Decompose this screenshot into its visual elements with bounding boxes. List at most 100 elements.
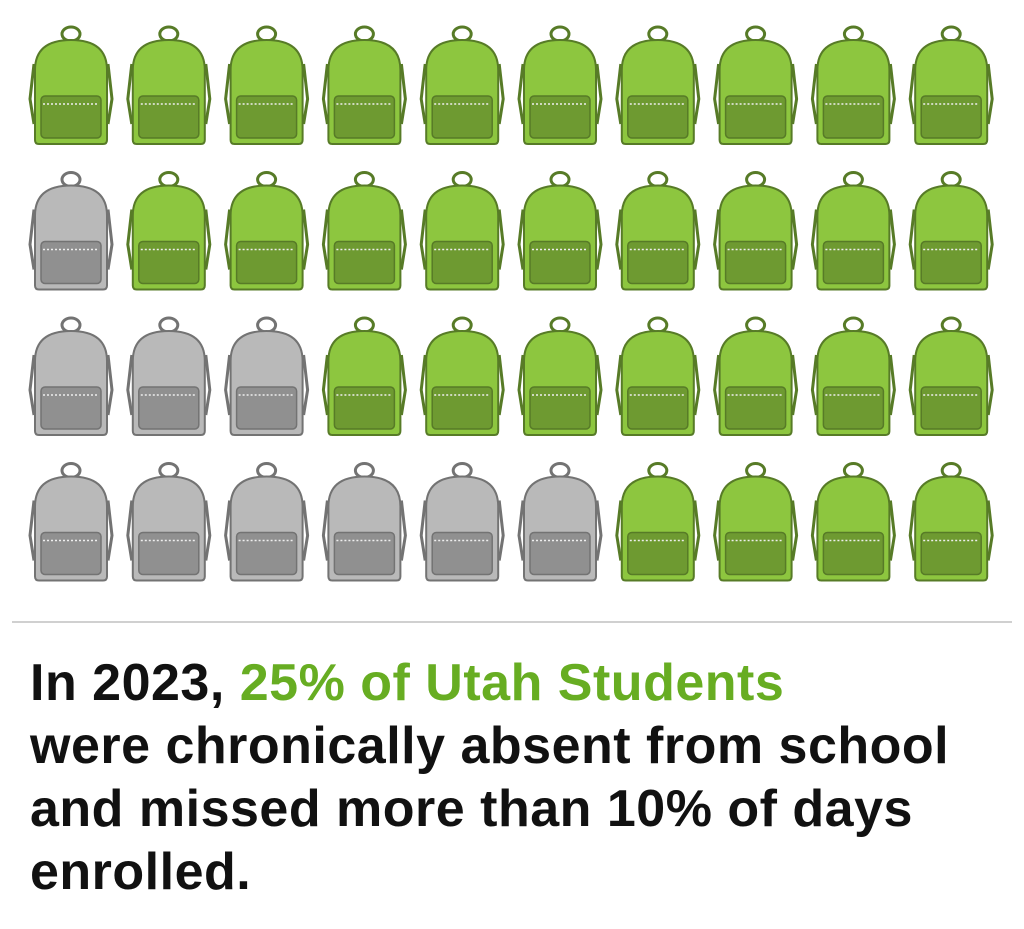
strap: [224, 500, 232, 561]
handle: [549, 462, 571, 479]
strap: [302, 354, 310, 416]
strap: [791, 500, 799, 561]
handle: [842, 25, 864, 43]
strap: [126, 209, 134, 270]
backpack: [517, 25, 603, 145]
strap: [126, 63, 134, 125]
strap: [106, 63, 114, 125]
strap: [302, 209, 310, 270]
strap: [595, 209, 603, 270]
strap: [126, 500, 134, 561]
backpack: [908, 462, 994, 582]
pocket: [822, 531, 885, 576]
backpack: [517, 462, 603, 582]
strap: [321, 63, 329, 125]
handle: [647, 171, 669, 188]
handle: [549, 25, 571, 43]
backpack: [126, 25, 212, 145]
handle: [353, 462, 375, 479]
handle: [940, 25, 962, 43]
strap: [810, 63, 818, 125]
strap: [204, 500, 212, 561]
backpack: [615, 25, 701, 145]
backpack: [126, 171, 212, 291]
pocket: [235, 240, 298, 285]
strap: [693, 500, 701, 561]
strap: [399, 500, 407, 561]
strap: [126, 354, 134, 416]
backpack: [713, 171, 799, 291]
pocket: [333, 531, 396, 576]
backpack: [908, 316, 994, 436]
handle: [353, 316, 375, 334]
divider: [12, 621, 1012, 623]
backpack: [517, 316, 603, 436]
strap: [713, 209, 721, 270]
handle: [256, 25, 278, 43]
strap: [615, 500, 623, 561]
strap: [908, 500, 916, 561]
strap: [615, 63, 623, 125]
strap: [497, 63, 505, 125]
backpack: [517, 171, 603, 291]
strap: [399, 209, 407, 270]
handle: [647, 462, 669, 479]
strap: [419, 500, 427, 561]
strap: [791, 63, 799, 125]
strap: [106, 500, 114, 561]
strap: [321, 354, 329, 416]
pocket: [40, 240, 102, 285]
handle: [745, 25, 767, 43]
strap: [595, 500, 603, 561]
strap: [908, 354, 916, 416]
handle: [842, 316, 864, 334]
pocket: [920, 531, 982, 576]
backpack: [321, 316, 407, 436]
strap: [517, 63, 525, 125]
strap: [810, 209, 818, 270]
strap: [419, 354, 427, 416]
handle: [158, 171, 180, 188]
pocket: [920, 240, 982, 285]
pocket: [431, 531, 493, 576]
backpack: [126, 316, 212, 436]
strap: [615, 209, 623, 270]
backpack: [224, 25, 310, 145]
strap: [693, 63, 701, 125]
strap: [595, 63, 603, 125]
strap: [986, 209, 994, 270]
strap: [224, 209, 232, 270]
strap: [399, 63, 407, 125]
strap: [204, 63, 212, 125]
strap: [321, 500, 329, 561]
strap: [791, 354, 799, 416]
strap: [986, 354, 994, 416]
handle: [940, 171, 962, 188]
strap: [419, 209, 427, 270]
strap: [106, 354, 114, 416]
handle: [451, 25, 473, 43]
strap: [224, 354, 232, 416]
caption: In 2023, 25% of Utah Students were chron…: [30, 652, 998, 904]
backpack: [810, 25, 896, 145]
strap: [321, 209, 329, 270]
handle: [60, 171, 82, 188]
handle: [647, 25, 669, 43]
pocket: [235, 531, 298, 576]
strap: [615, 354, 623, 416]
backpack: [615, 316, 701, 436]
pocket: [138, 240, 200, 285]
strap: [888, 209, 896, 270]
strap: [517, 500, 525, 561]
handle: [256, 462, 278, 479]
pocket: [822, 386, 885, 430]
handle: [60, 316, 82, 334]
strap: [888, 354, 896, 416]
handle: [353, 25, 375, 43]
handle: [60, 462, 82, 479]
backpack: [419, 462, 505, 582]
handle: [842, 171, 864, 188]
strap: [888, 63, 896, 125]
handle: [158, 25, 180, 43]
backpack: [224, 171, 310, 291]
